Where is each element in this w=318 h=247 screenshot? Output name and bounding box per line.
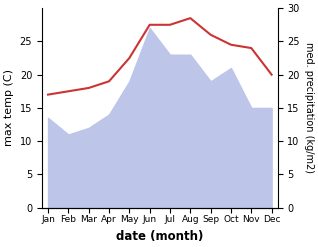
Y-axis label: med. precipitation (kg/m2): med. precipitation (kg/m2) xyxy=(304,42,314,173)
X-axis label: date (month): date (month) xyxy=(116,230,204,243)
Y-axis label: max temp (C): max temp (C) xyxy=(4,69,14,146)
